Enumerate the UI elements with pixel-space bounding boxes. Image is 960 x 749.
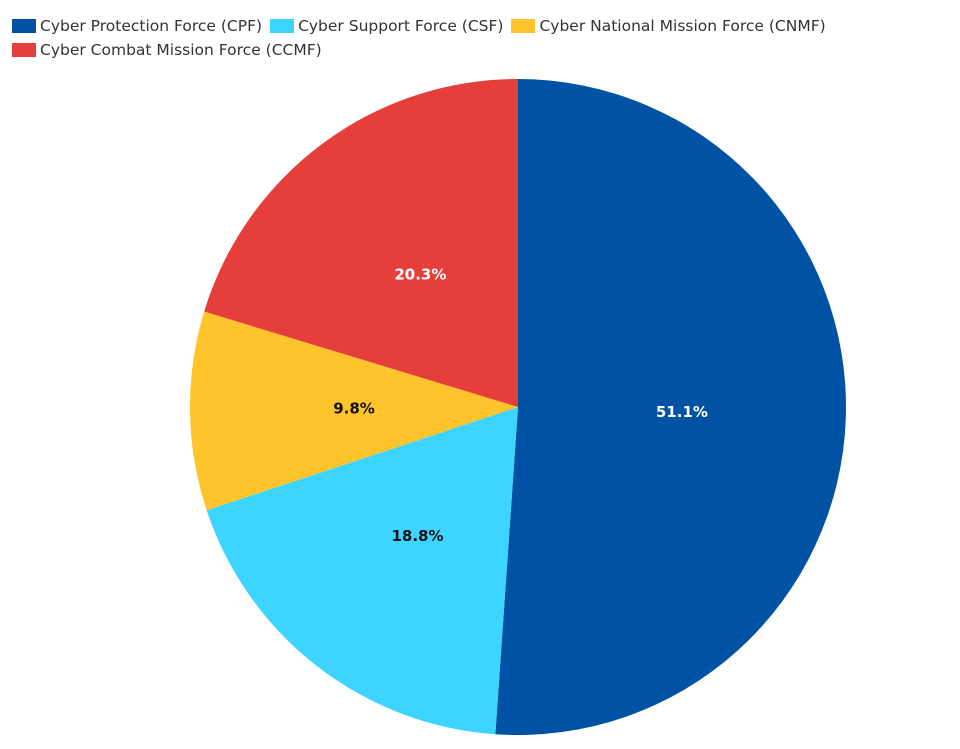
legend-swatch bbox=[270, 19, 295, 33]
pie-slice bbox=[204, 79, 519, 407]
legend-label: Cyber Support Force (CSF) bbox=[298, 17, 504, 35]
legend: Cyber Protection Force (CPF) Cyber Suppor… bbox=[12, 16, 957, 60]
data-label: 20.3% bbox=[394, 266, 446, 284]
legend-item: Cyber Combat Mission Force (CCMF) bbox=[12, 40, 322, 60]
legend-label: Cyber Combat Mission Force (CCMF) bbox=[40, 41, 322, 59]
legend-item: Cyber Support Force (CSF) bbox=[270, 16, 503, 36]
pie-slice bbox=[189, 311, 518, 511]
legend-swatch bbox=[12, 43, 36, 57]
legend-item: Cyber National Mission Force (CNMF) bbox=[511, 16, 826, 36]
legend-swatch bbox=[12, 19, 36, 33]
data-label: 18.8% bbox=[391, 527, 443, 545]
legend-swatch bbox=[511, 19, 536, 33]
legend-item: Cyber Protection Force (CPF) bbox=[12, 16, 262, 36]
legend-label: Cyber National Mission Force (CNMF) bbox=[539, 17, 826, 35]
pie-slice bbox=[206, 407, 518, 735]
data-label: 9.8% bbox=[333, 400, 375, 418]
data-label: 51.1% bbox=[656, 403, 708, 421]
legend-label: Cyber Protection Force (CPF) bbox=[40, 17, 263, 35]
pie-slice bbox=[495, 79, 847, 736]
